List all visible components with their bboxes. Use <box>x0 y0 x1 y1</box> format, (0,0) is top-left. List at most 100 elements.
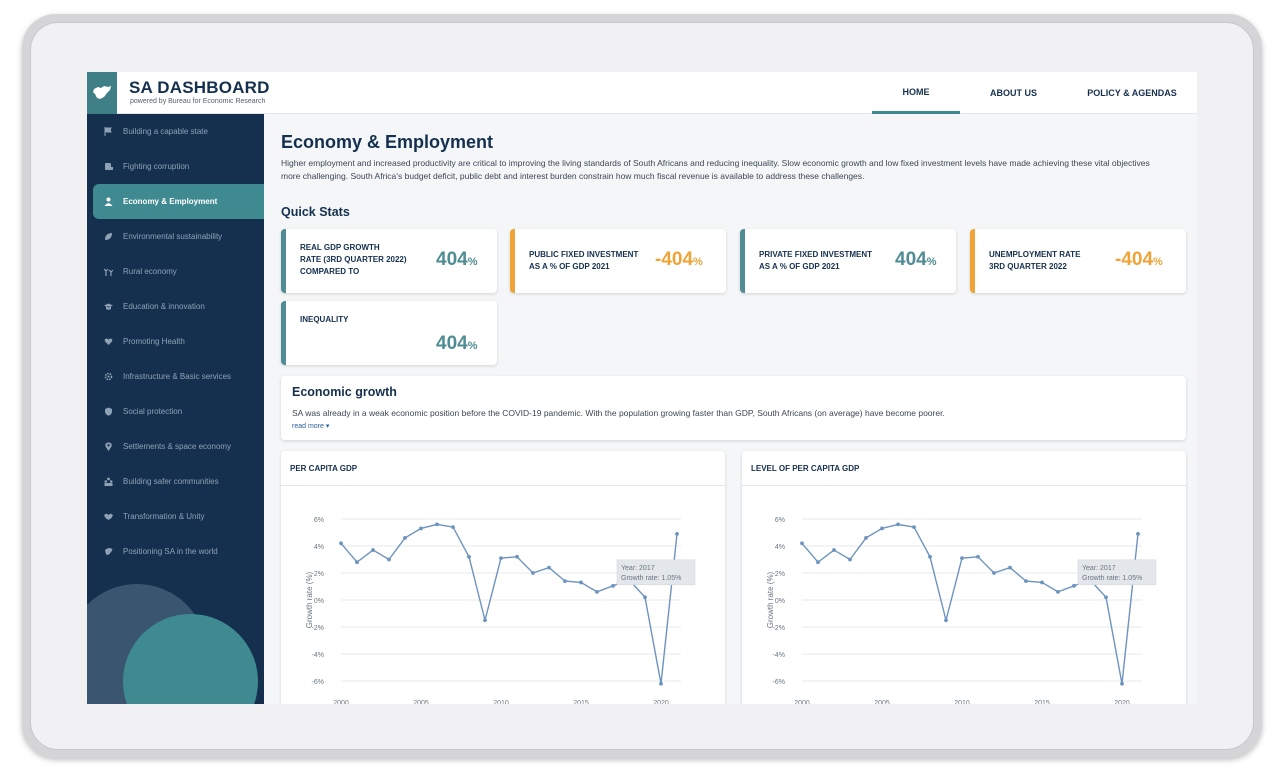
sidebar-item-rural-economy[interactable]: Rural economy <box>87 254 264 289</box>
x-tick-label: 2020 <box>1114 700 1130 704</box>
y-tick-label: 6% <box>314 517 324 524</box>
data-point <box>547 565 551 570</box>
main-nav: HOME ABOUT US POLICY & AGENDAS <box>872 72 1197 114</box>
tooltip-year: Year: 2017 <box>1082 565 1116 572</box>
people-icon <box>103 477 113 487</box>
stat-card-unemployment[interactable]: UNEMPLOYMENT RATE 3RD QUARTER 2022 -404% <box>970 229 1186 293</box>
data-point <box>944 618 948 623</box>
app-subtitle: powered by Bureau for Economic Research <box>130 98 266 105</box>
y-tick-label: -4% <box>312 652 324 659</box>
tooltip-value: Growth rate: 1.05% <box>621 575 681 582</box>
x-tick-label: 2020 <box>653 700 669 704</box>
y-tick-label: 4% <box>775 544 785 551</box>
person-icon <box>103 197 113 207</box>
sidebar-item-label: Infrastructure & Basic services <box>123 372 232 381</box>
sidebar-item-social-protection[interactable]: Social protection <box>87 394 264 429</box>
data-point <box>928 554 932 559</box>
data-point <box>419 526 423 531</box>
sidebar-item-fighting-corruption[interactable]: Fighting corruption <box>87 149 264 184</box>
leaf-icon <box>103 232 113 242</box>
stat-card-private-investment[interactable]: PRIVATE FIXED INVESTMENT AS A % OF GDP 2… <box>740 229 956 293</box>
y-axis-label: Growth rate (%) <box>766 571 775 628</box>
read-more-link[interactable]: read more ▾ <box>292 423 330 430</box>
y-tick-label: 0% <box>775 598 785 605</box>
data-point <box>515 554 519 559</box>
x-tick-label: 2000 <box>794 700 810 704</box>
map-pin-icon <box>103 442 113 452</box>
y-tick-label: 2% <box>775 571 785 578</box>
sidebar-item-promoting-health[interactable]: Promoting Health <box>87 324 264 359</box>
nav-policy-agendas[interactable]: POLICY & AGENDAS <box>1087 88 1177 98</box>
stat-value: 404% <box>436 249 478 270</box>
y-tick-label: -2% <box>312 625 324 632</box>
series-line <box>801 523 1139 684</box>
y-tick-label: 0% <box>314 598 324 605</box>
stat-label: PRIVATE FIXED INVESTMENT AS A % OF GDP 2… <box>759 250 873 271</box>
stat-label: PUBLIC FIXED INVESTMENT AS A % OF GDP 20… <box>529 250 639 271</box>
sidebar-item-safer-communities[interactable]: Building safer communities <box>87 464 264 499</box>
data-point <box>832 548 836 552</box>
line-chart-per-capita-gdp[interactable]: 6% 4% 2% 0% -2% -4% -6% 2000 2005 2010 2015 2020 Gro… <box>281 486 725 704</box>
y-tick-label: 4% <box>314 544 324 551</box>
gear-icon <box>103 372 113 382</box>
sidebar-item-transformation-unity[interactable]: Transformation & Unity <box>87 499 264 534</box>
sidebar-item-capable-state[interactable]: Building a capable state <box>87 114 264 149</box>
sidebar-item-positioning-sa[interactable]: Positioning SA in the world <box>87 534 264 569</box>
sidebar-item-infrastructure[interactable]: Infrastructure & Basic services <box>87 359 264 394</box>
divider <box>742 485 1186 486</box>
series-line <box>340 523 678 684</box>
economic-growth-description: SA was already in a weak economic positi… <box>292 408 945 418</box>
sidebar-item-settlements[interactable]: Settlements & space economy <box>87 429 264 464</box>
sidebar-item-label: Building safer communities <box>123 477 219 486</box>
data-point <box>483 618 487 623</box>
data-point <box>912 525 916 529</box>
data-point <box>1056 590 1060 594</box>
quick-stats-title: Quick Stats <box>281 205 350 219</box>
plants-icon <box>103 267 113 277</box>
data-point <box>1120 681 1124 686</box>
sidebar-item-environmental-sustainability[interactable]: Environmental sustainability <box>87 219 264 254</box>
data-point <box>339 541 343 546</box>
stat-value: -404% <box>655 249 703 270</box>
sidebar-item-label: Promoting Health <box>123 337 185 346</box>
nav-home[interactable]: HOME <box>872 72 960 114</box>
page-title: Economy & Employment <box>281 132 494 152</box>
x-tick-label: 2010 <box>493 700 509 704</box>
data-point <box>848 557 852 562</box>
africa-map-logo-icon[interactable] <box>87 72 117 114</box>
stat-card-inequality[interactable]: INEQUALITY 404% <box>281 301 497 365</box>
page-description: Higher employment and increased producti… <box>281 158 1150 181</box>
sidebar-item-label: Settlements & space economy <box>123 442 232 451</box>
data-point <box>467 554 471 559</box>
sidebar-item-label: Education & innovation <box>123 302 205 311</box>
x-tick-label: 2010 <box>954 700 970 704</box>
x-tick-label: 2005 <box>874 700 890 704</box>
chart-card-per-capita-gdp: PER CAPITA GDP 6% 4% 2% 0% -2% -4% -6% 2000 2005… <box>281 451 725 704</box>
data-point <box>611 583 615 588</box>
data-point <box>371 548 375 552</box>
sidebar-item-label: Transformation & Unity <box>123 512 205 521</box>
app-title[interactable]: SA DASHBOARD <box>129 78 270 97</box>
y-tick-label: -6% <box>773 679 785 686</box>
sidebar-item-economy-employment[interactable]: Economy & Employment <box>93 184 264 219</box>
data-point <box>816 560 820 565</box>
data-point <box>1104 595 1108 600</box>
y-tick-label: -4% <box>773 652 785 659</box>
data-point <box>880 526 884 531</box>
tooltip-year: Year: 2017 <box>621 565 655 572</box>
data-point <box>643 595 647 600</box>
stat-card-gdp-growth[interactable]: REAL GDP GROWTH RATE (3RD QUARTER 2022) … <box>281 229 497 293</box>
y-axis-label: Growth rate (%) <box>305 571 314 628</box>
data-point <box>992 571 996 575</box>
stat-card-public-investment[interactable]: PUBLIC FIXED INVESTMENT AS A % OF GDP 20… <box>510 229 726 293</box>
x-tick-label: 2015 <box>1034 700 1050 704</box>
nav-about-us[interactable]: ABOUT US <box>990 88 1037 98</box>
dashboard-screen: SA DASHBOARD powered by Bureau for Econo… <box>87 72 1197 704</box>
main-content: Economy & Employment Higher employment a… <box>264 114 1197 704</box>
globe-africa-icon <box>103 547 113 557</box>
y-tick-label: 2% <box>314 571 324 578</box>
data-point <box>1072 583 1076 588</box>
sidebar-item-education-innovation[interactable]: Education & innovation <box>87 289 264 324</box>
handshake-icon <box>103 512 113 522</box>
line-chart-level-per-capita-gdp[interactable]: 6% 4% 2% 0% -2% -4% -6% 2000 2005 2010 2015 2020 Gro… <box>742 486 1186 704</box>
